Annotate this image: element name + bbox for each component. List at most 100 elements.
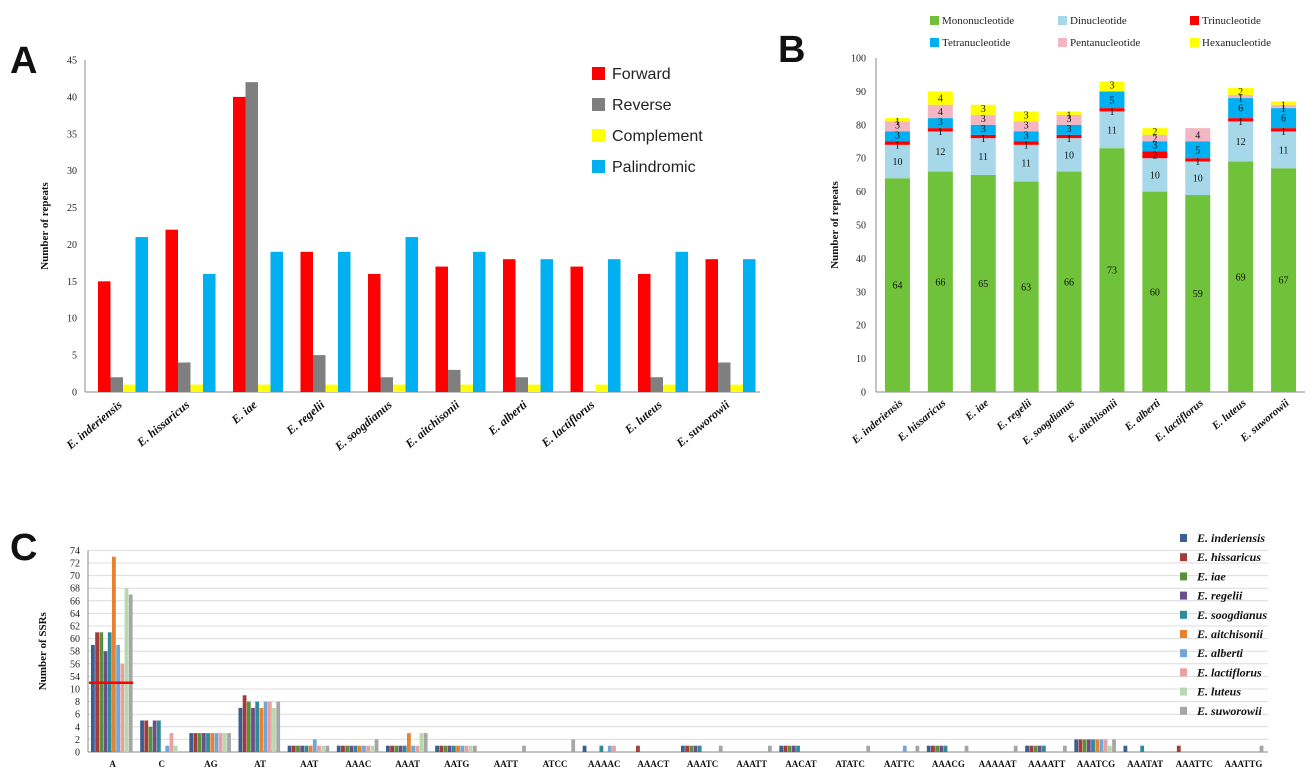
bar-e-hissaricus-aatg xyxy=(439,745,444,752)
legend-label-e-luteus: E. luteus xyxy=(1196,685,1241,699)
segment-dinucleotide-e-soogdianus xyxy=(1056,138,1082,172)
bar-e-inderiensis-aaat xyxy=(386,745,390,752)
bar-palindromic-e-regelii xyxy=(338,251,351,392)
bar-forward-e-inderiensis xyxy=(98,281,111,392)
y-tick-label: 6 xyxy=(75,710,80,721)
segment-label-dinucleotide: 10 xyxy=(1064,150,1074,161)
legend-label-trinucleotide: Trinucleotide xyxy=(1202,15,1261,27)
bar-e-soogdianus-aaatat xyxy=(1140,745,1145,752)
segment-tetranucleotide-e-inderiensis xyxy=(884,131,910,142)
legend-swatch-e-hissaricus xyxy=(1180,553,1187,562)
bar-e-suworowii-aatg xyxy=(472,745,477,752)
bar-e-hissaricus-aaattc xyxy=(1176,745,1181,752)
segment-label-dinucleotide: 11 xyxy=(1107,125,1117,136)
bar-reverse-e-hissaricus xyxy=(178,362,191,392)
bar-e-inderiensis-aaatat xyxy=(1123,745,1128,752)
y-tick-label: 0 xyxy=(861,388,866,399)
segment-label-trinucleotide: 1 xyxy=(1281,127,1286,138)
legend-swatch-e-iae xyxy=(1180,572,1187,581)
bar-e-iae-a xyxy=(99,632,104,752)
segment-label-mononucleotide: 73 xyxy=(1107,266,1117,277)
bar-e-luteus-a xyxy=(124,588,129,752)
bar-e-luteus-aatg xyxy=(468,745,473,752)
bar-e-regelii-aat xyxy=(300,745,305,752)
x-tick-label: AATTC xyxy=(884,759,915,769)
bar-complement-e-alberti xyxy=(528,384,541,392)
x-tick-label: AAACT xyxy=(637,759,669,769)
x-tick-label: AAT xyxy=(300,759,318,769)
y-axis-title: Number of repeats xyxy=(829,180,841,268)
legend-label-e-alberti: E. alberti xyxy=(1196,646,1244,660)
y-tick-label: 60 xyxy=(70,634,80,645)
segment-label-mononucleotide: 60 xyxy=(1150,287,1160,298)
segment-label-mononucleotide: 67 xyxy=(1279,276,1289,287)
segment-mononucleotide-e-aitchisonii xyxy=(1099,148,1125,392)
segment-label-tetranucleotide: 6 xyxy=(1281,114,1286,125)
segment-label-hexanucleotide: 3 xyxy=(1109,80,1114,91)
bar-e-suworowii-aaatt xyxy=(767,745,772,752)
bar-e-soogdianus-aaatcg xyxy=(1091,739,1095,752)
segment-trinucleotide-e-suworowii xyxy=(1271,128,1297,132)
bar-e-soogdianus-a xyxy=(107,632,112,752)
bar-reverse-e-soogdianus xyxy=(380,377,393,392)
segment-label-hexanucleotide: 4 xyxy=(938,94,943,105)
segment-label-trinucleotide: 1 xyxy=(981,134,986,145)
segment-label-pentanucleotide: 3 xyxy=(1067,114,1072,125)
segment-label-trinucleotide: 1 xyxy=(895,141,900,152)
legend-swatch-e-soogdianus xyxy=(1180,610,1187,619)
segment-pentanucleotide-e-lactiflorus xyxy=(1185,128,1211,142)
bar-palindromic-e-soogdianus xyxy=(405,237,418,392)
segment-label-tetranucleotide: 3 xyxy=(1152,141,1157,152)
x-tick-label: E. luteus xyxy=(621,397,665,437)
x-tick-label: AAAAAT xyxy=(979,759,1017,769)
segment-label-hexanucleotide: 1 xyxy=(1281,100,1286,111)
bar-e-inderiensis-ag xyxy=(189,733,194,752)
bar-e-suworowii-aaacg xyxy=(964,745,969,752)
segment-dinucleotide-e-iae xyxy=(970,138,996,175)
bar-e-soogdianus-aaaac xyxy=(599,745,604,752)
bar-e-suworowii-aaatc xyxy=(718,745,723,752)
segment-tetranucleotide-e-luteus xyxy=(1228,98,1254,119)
legend-swatch-reverse xyxy=(592,98,605,111)
segment-trinucleotide-e-soogdianus xyxy=(1056,134,1082,139)
bar-e-soogdianus-aaacg xyxy=(943,745,948,752)
segment-mononucleotide-e-suworowii xyxy=(1271,168,1297,392)
legend-swatch-e-suworowii xyxy=(1180,706,1187,715)
bar-e-regelii-c xyxy=(152,720,157,752)
x-tick-label: E. inderiensis xyxy=(849,397,905,447)
x-tick-label: E. aitchisonii xyxy=(402,397,463,451)
segment-label-mononucleotide: 66 xyxy=(1064,277,1074,288)
legend-label-e-hissaricus: E. hissaricus xyxy=(1196,550,1261,564)
bar-forward-e-luteus xyxy=(638,273,651,392)
bar-e-luteus-c xyxy=(173,745,178,752)
x-tick-label: AACAT xyxy=(785,759,816,769)
y-tick-label: 5 xyxy=(72,351,77,362)
legend-swatch-e-alberti xyxy=(1180,649,1187,658)
y-tick-label: 62 xyxy=(70,622,80,633)
bar-reverse-e-inderiensis xyxy=(110,377,123,392)
legend-label-e-lactiflorus: E. lactiflorus xyxy=(1196,665,1262,679)
segment-trinucleotide-e-iae xyxy=(970,134,996,139)
segment-mononucleotide-e-iae xyxy=(970,174,996,392)
bar-e-regelii-at xyxy=(251,707,255,752)
segment-label-trinucleotide: 1 xyxy=(938,127,943,138)
x-tick-label: E. regelii xyxy=(283,397,328,438)
bar-e-aitchisonii-aaat xyxy=(407,733,411,752)
bar-e-soogdianus-aat xyxy=(304,745,309,752)
segment-label-mononucleotide: 64 xyxy=(892,281,902,292)
bar-e-alberti-ag xyxy=(214,733,219,752)
segment-pentanucleotide-e-suworowii xyxy=(1271,104,1297,109)
segment-trinucleotide-e-alberti xyxy=(1142,151,1168,159)
bar-palindromic-e-alberti xyxy=(540,259,553,392)
x-tick-label: ATCC xyxy=(543,759,568,769)
y-tick-label: 100 xyxy=(851,54,866,65)
x-tick-label: AAATT xyxy=(736,759,767,769)
y-tick-label: 68 xyxy=(70,584,80,595)
panel-c-label: C xyxy=(10,527,37,569)
segment-label-dinucleotide: 12 xyxy=(935,147,945,158)
segment-label-trinucleotide: 1 xyxy=(1238,117,1243,128)
bar-reverse-e-iae xyxy=(245,82,258,392)
panel-a-label: A xyxy=(10,40,37,82)
segment-label-tetranucleotide: 3 xyxy=(981,124,986,135)
x-tick-label: E. soogdianus xyxy=(331,397,395,454)
